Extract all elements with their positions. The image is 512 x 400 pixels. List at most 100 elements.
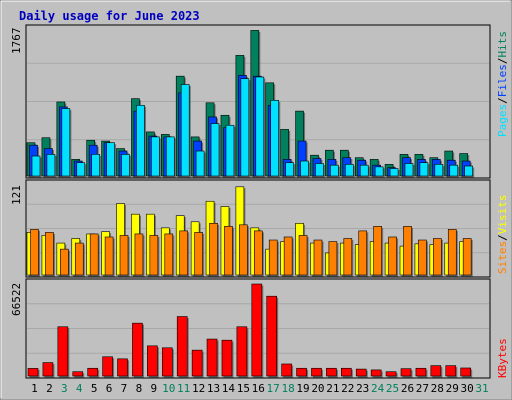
kbytes-bar [236,326,248,377]
legend-visits: Visits [496,195,509,235]
pages-bar [46,154,56,177]
pages-bar [389,168,399,177]
kbytes-bar [415,367,427,377]
x-tick-label: 31 [475,382,488,395]
x-tick-label: 10 [162,382,175,395]
kbytes-bar [117,358,128,377]
sites-bar [194,232,203,276]
pages-bar [151,136,160,177]
x-tick-label: 26 [401,382,414,395]
x-tick-label: 15 [237,382,250,395]
legend-visits-sites: Sites/Visits [496,195,509,275]
kbytes-bar [176,316,188,377]
legend-sites: Sites [496,241,509,274]
pages-bar [76,162,86,177]
x-tick-label: 8 [136,382,143,395]
kbytes-bar [191,349,203,377]
x-tick-label: 30 [461,382,474,395]
sites-bar [134,233,144,276]
kbytes-bar [370,369,382,377]
sites-bar [433,238,442,276]
sites-bar [418,239,427,276]
pages-bar [300,160,309,177]
kbytes-bar [355,368,367,377]
sites-bar [45,232,54,276]
pages-bar [165,136,175,177]
x-tick-label: 28 [431,382,444,395]
chart-title: Daily usage for June 2023 [19,9,200,23]
pages-bar [210,123,220,177]
sites-bar [343,238,353,276]
pages-bar [404,163,414,177]
sites-bar [179,230,188,276]
kbytes-bar [341,367,352,377]
sites-bar [328,241,338,276]
x-tick-label: 18 [281,382,294,395]
x-tick-label: 7 [121,382,128,395]
kbytes-bar [221,339,233,377]
kbytes-bar [147,345,158,377]
sites-bar [104,236,114,276]
legend-sep: / [496,97,509,104]
kbytes-bar [460,367,471,377]
legend-sep: / [496,234,509,241]
sites-bar [239,224,248,276]
x-tick-label: 11 [177,382,190,395]
pages-bar [464,165,473,177]
kbytes-bar [42,362,54,377]
x-tick-label: 24 [371,382,385,395]
sites-bar [224,226,233,276]
x-tick-label: 6 [106,382,113,395]
pages-bar [255,76,265,177]
kbytes-bar [326,367,337,377]
x-tick-label: 9 [151,382,158,395]
pages-bar [315,163,324,177]
x-tick-label: 20 [311,382,324,395]
x-tick-label: 4 [76,382,83,395]
sites-bar [388,236,397,276]
x-tick-label: 13 [207,382,220,395]
pages-bar [374,166,384,177]
pages-bar [330,164,339,177]
pages-bar [434,164,444,177]
pages-bar [136,104,145,177]
pages-bar [121,154,130,177]
pages-bar [91,154,100,177]
sites-bar [209,222,218,276]
sites-bar [164,233,174,276]
panel2-ymax-label: 121 [10,185,23,205]
panel3-ymax-label: 66522 [10,283,23,316]
pages-bar [359,164,369,177]
sites-bar [447,229,457,276]
kbytes-bar [445,365,457,377]
x-tick-label: 23 [356,382,369,395]
x-tick-label: 27 [416,382,429,395]
panel1-ymax-label: 1767 [10,28,23,55]
legend-kbytes-label: KBytes [496,338,509,378]
pages-bar [195,150,205,177]
sites-bar [403,226,412,276]
sites-bar [74,242,84,276]
legend-hits-files-pages: Pages/Files/Hits [496,31,509,137]
sites-bar [462,238,472,276]
kbytes-bar [385,371,397,377]
sites-bar [313,239,323,276]
legend-files: Files [496,64,509,97]
sites-bar [254,230,263,276]
pages-bar [61,108,71,177]
pages-bar [225,124,235,177]
x-tick-label: 3 [61,382,68,395]
legend-pages: Pages [496,104,509,137]
pages-bar [180,84,190,177]
kbytes-bar [72,371,84,377]
kbytes-bar [57,326,69,377]
x-tick-label: 16 [252,382,265,395]
pages-bar [106,142,115,177]
kbytes-bar [102,356,113,377]
legend-sep: / [496,58,509,65]
x-tick-label: 5 [91,382,98,395]
legend-kbytes: KBytes [496,338,509,378]
sites-bar [89,233,99,276]
